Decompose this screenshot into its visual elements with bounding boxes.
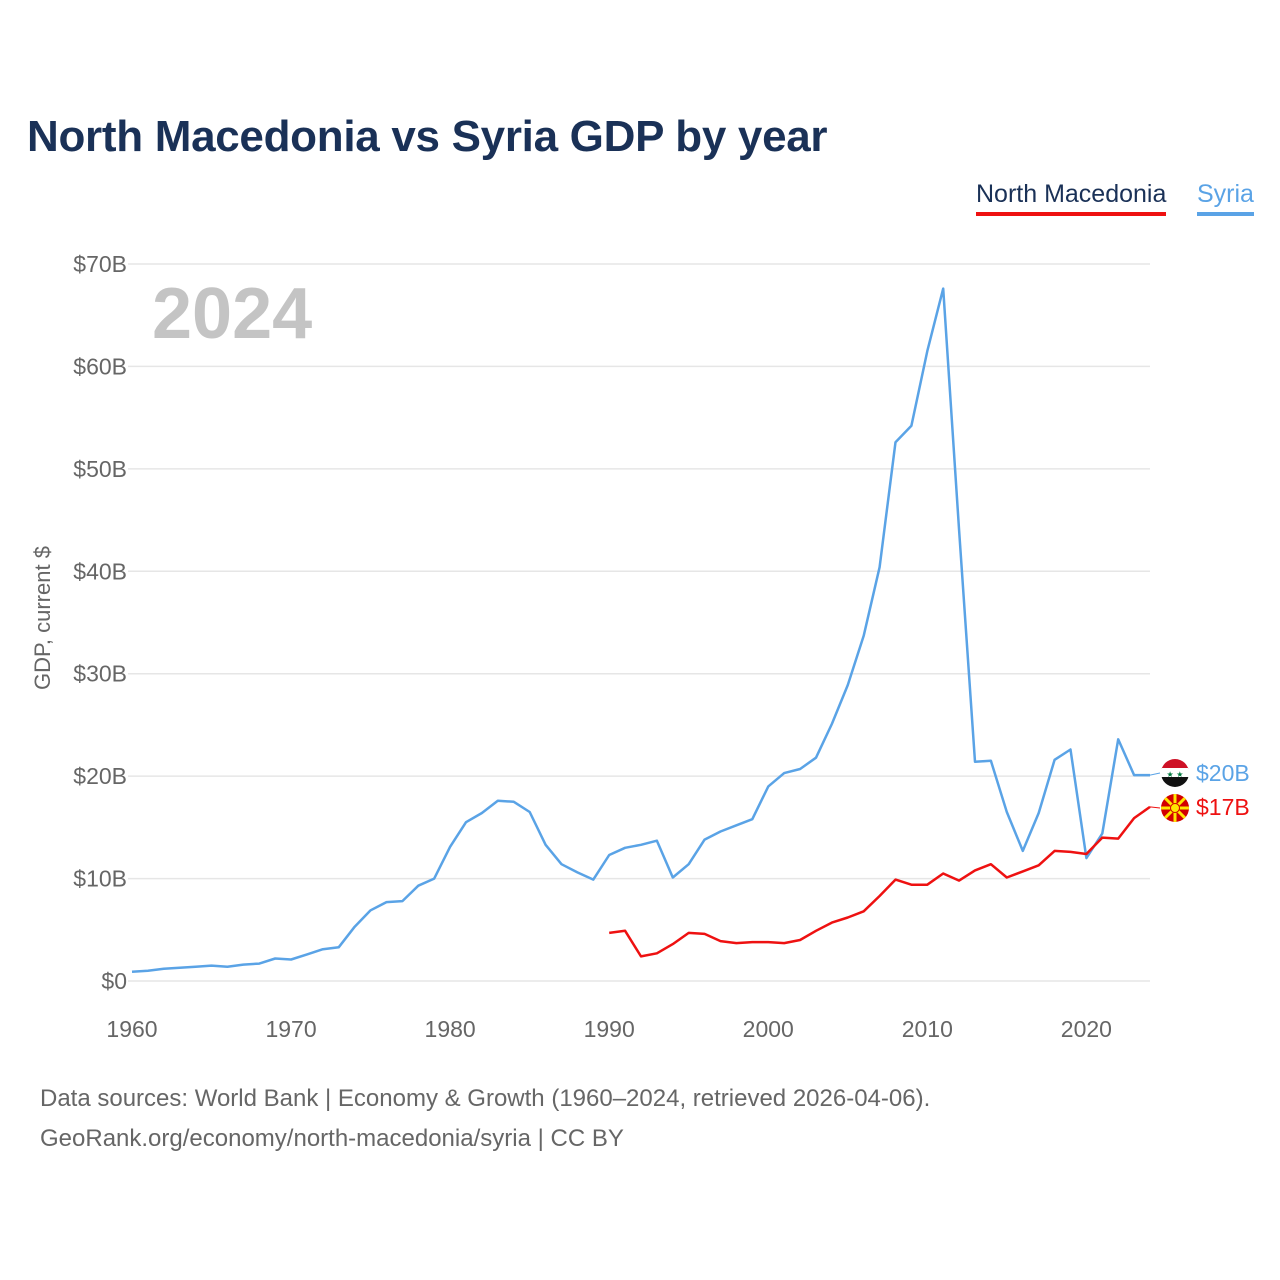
- x-tick-label: 1960: [106, 1016, 157, 1042]
- north-macedonia-end-connector: [1149, 806, 1161, 809]
- grid-lines: [128, 263, 1150, 982]
- syria-end-value: $20B: [1196, 760, 1250, 786]
- x-tick-label: 1980: [425, 1016, 476, 1042]
- legend-syria[interactable]: Syria: [1197, 180, 1254, 216]
- y-tick-label: $50B: [73, 456, 127, 482]
- y-tick-label: $0: [101, 968, 127, 994]
- syria-series-line: [131, 287, 1150, 974]
- y-axis-label: GDP, current $: [30, 546, 55, 690]
- x-tick-label: 1990: [584, 1016, 635, 1042]
- x-tick-labels: 1960 1970 1980 1990 2000 2010 2020: [106, 1016, 1112, 1042]
- y-tick-label: $20B: [73, 763, 127, 789]
- data-source-note: Data sources: World Bank | Economy & Gro…: [40, 1085, 931, 1112]
- x-tick-label: 2000: [743, 1016, 794, 1042]
- chart-title: North Macedonia vs Syria GDP by year: [27, 112, 828, 161]
- y-tick-label: $40B: [73, 558, 127, 584]
- y-tick-label: $10B: [73, 866, 127, 892]
- y-tick-label: $60B: [73, 353, 127, 379]
- syria-flag-icon: ★ ★: [1161, 759, 1189, 787]
- syria-end-connector: [1149, 772, 1161, 776]
- legend-north-macedonia[interactable]: North Macedonia: [976, 180, 1167, 216]
- x-tick-label: 2020: [1061, 1016, 1112, 1042]
- north-macedonia-flag-icon: [1161, 794, 1189, 822]
- series-lines: [131, 287, 1161, 974]
- credit-link[interactable]: GeoRank.org/economy/north-macedonia/syri…: [40, 1125, 624, 1152]
- x-tick-label: 2010: [902, 1016, 953, 1042]
- svg-text:★ ★: ★ ★: [1167, 770, 1184, 779]
- y-tick-labels: $0 $10B $20B $30B $40B $50B $60B $70B: [73, 251, 127, 994]
- x-tick-label: 1970: [265, 1016, 316, 1042]
- year-watermark: 2024: [152, 274, 312, 354]
- y-tick-label: $30B: [73, 661, 127, 687]
- north-macedonia-series-line: [609, 805, 1151, 958]
- north-macedonia-end-value: $17B: [1196, 794, 1250, 820]
- y-tick-label: $70B: [73, 251, 127, 277]
